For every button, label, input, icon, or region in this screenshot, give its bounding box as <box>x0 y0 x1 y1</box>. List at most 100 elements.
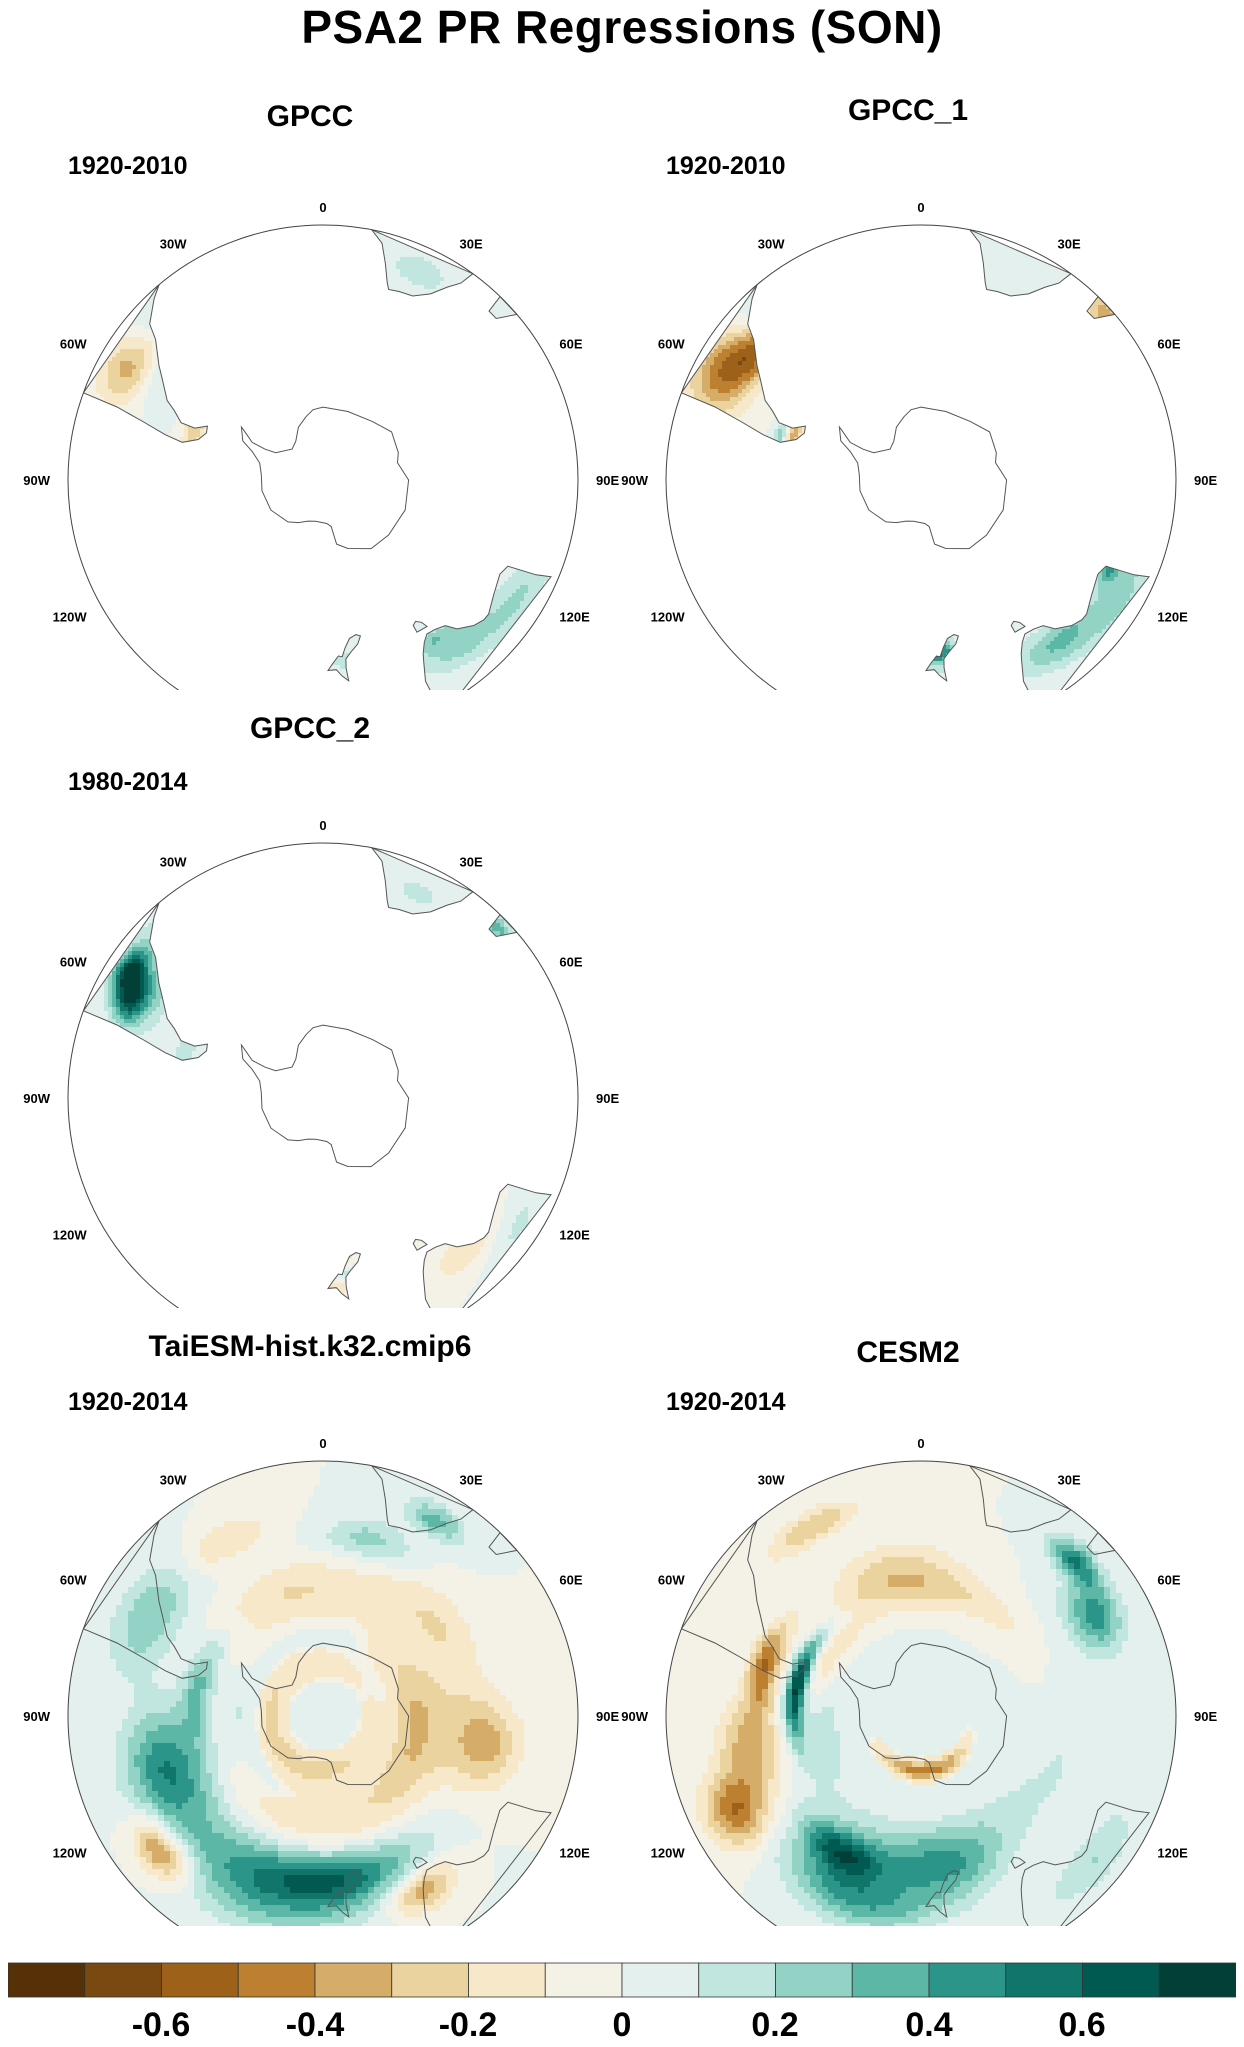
longitude-label: 60W <box>60 955 87 970</box>
colorbar-swatch <box>8 1962 86 1998</box>
longitude-label: 30W <box>160 237 187 252</box>
polar-map: 030E60E90E120E150E180150W120W90W60W30W <box>621 1436 1217 1926</box>
coastline-nz <box>326 634 362 683</box>
longitude-label: 30E <box>460 1473 483 1488</box>
longitude-label: 30E <box>460 855 483 870</box>
panel-title: TaiESM-hist.k32.cmip6 <box>0 1330 620 1364</box>
map-boundary <box>665 224 1177 690</box>
longitude-label: 120E <box>559 1228 590 1243</box>
coastline-aus <box>422 1183 552 1308</box>
map-boundary <box>67 224 579 690</box>
map-panel-gpcc-2: GPCC_2 1980-2014 030E60E90E120E150E18015… <box>0 688 620 1308</box>
coastline-tas <box>1010 620 1026 633</box>
panel-period: 1920-2014 <box>68 1388 188 1417</box>
colorbar-tick-label: 0.2 <box>715 2006 835 2045</box>
longitude-label: 30W <box>160 1473 187 1488</box>
coastlines <box>82 228 552 690</box>
longitude-label: 90W <box>23 473 50 488</box>
coastline-aus <box>1020 565 1150 690</box>
map-panel-gpcc: GPCC 1920-2010 030E60E90E120E150E180150W… <box>0 70 620 690</box>
longitude-label: 120E <box>559 1846 590 1861</box>
coastline-nz <box>326 1252 362 1301</box>
colorbar-swatch <box>544 1962 623 1998</box>
coastline-ant <box>838 406 1008 550</box>
panel-title: GPCC_1 <box>598 94 1218 128</box>
map-panel-taiesm: TaiESM-hist.k32.cmip6 1920-2014 0 30E 60E 9… <box>0 1306 620 1926</box>
colorbar-swatch <box>1005 1962 1083 1998</box>
longitude-label: 120W <box>651 610 686 625</box>
longitude-label: 90E <box>596 1709 619 1724</box>
precip-field <box>666 1461 1176 1926</box>
longitude-label: 60E <box>559 337 582 352</box>
longitude-label: 30W <box>758 237 785 252</box>
colorbar-swatch <box>1082 1962 1160 1998</box>
longitude-label: 120W <box>53 610 88 625</box>
panel-period: 1920-2014 <box>666 1388 786 1417</box>
colorbar-swatch <box>468 1962 546 1998</box>
longitude-label: 0 <box>917 200 924 215</box>
polar-map: 030E60E90E120E150E180150W120W90W60W30W <box>621 200 1217 690</box>
coastline-sam <box>82 1520 208 1679</box>
longitude-label: 60E <box>1157 337 1180 352</box>
map-boundary <box>665 1460 1177 1926</box>
map-panel-gpcc-1: GPCC_1 1920-2010 030E60E90E120E150E18015… <box>598 70 1218 690</box>
colorbar-tick-label: -0.6 <box>101 2006 221 2045</box>
coastline-sam <box>82 284 208 443</box>
longitude-label: 90E <box>1194 1709 1217 1724</box>
longitude-label: 90E <box>596 1091 619 1106</box>
longitude-label: 120W <box>53 1228 88 1243</box>
colorbar-tick-label: -0.4 <box>255 2006 375 2045</box>
coastline-africa <box>370 1464 474 1533</box>
longitude-label: 0 <box>917 1436 924 1451</box>
longitude-label: 60W <box>60 1573 87 1588</box>
colorbar-tick-label: 0 <box>562 2006 682 2045</box>
colorbar-swatch <box>775 1962 853 1998</box>
longitude-label: 30W <box>758 1473 785 1488</box>
colorbar-swatch <box>698 1962 776 1998</box>
longitude-label: 60E <box>559 1573 582 1588</box>
longitude-label: 120W <box>651 1846 686 1861</box>
coastline-ant <box>240 1024 410 1168</box>
longitude-label: 120E <box>1157 1846 1188 1861</box>
colorbar: -0.6 -0.4 -0.2 0 0.2 0.4 0.6 <box>8 1962 1236 2045</box>
longitude-label: 0 <box>319 1436 326 1451</box>
coastline-ant <box>240 1642 410 1786</box>
coastline-aus <box>422 1801 552 1926</box>
longitude-label: 90W <box>621 473 648 488</box>
longitude-label: 0 <box>319 200 326 215</box>
coastline-tas <box>412 1238 428 1251</box>
coastline-ant <box>838 1642 1008 1786</box>
coastline-nz <box>326 1870 362 1919</box>
longitude-label: 30E <box>1058 237 1081 252</box>
coastline-aus <box>422 565 552 690</box>
colorbar-swatch <box>851 1962 930 1998</box>
coastline-africa <box>370 228 474 297</box>
map-background <box>68 843 578 1308</box>
longitude-label: 60E <box>1157 1573 1180 1588</box>
map-panel-cesm2: CESM2 1920-2014 030E60E90E120E150E180150… <box>598 1306 1218 1926</box>
longitude-label: 120E <box>559 610 590 625</box>
map-boundary <box>67 1460 579 1926</box>
map-background <box>68 225 578 690</box>
figure-title: PSA2 PR Regressions (SON) <box>0 0 1244 54</box>
panel-period: 1920-2010 <box>666 152 786 181</box>
map-background <box>666 225 1176 690</box>
coastline-africa <box>370 846 474 915</box>
longitude-label: 90E <box>1194 473 1217 488</box>
panel-period: 1980-2014 <box>68 768 188 797</box>
longitude-label: 120E <box>1157 610 1188 625</box>
coastline-sam <box>82 902 208 1061</box>
longitude-label: 30E <box>460 237 483 252</box>
precip-field <box>68 1461 578 1926</box>
longitude-label: 90W <box>23 1709 50 1724</box>
colorbar-swatch <box>314 1962 393 1998</box>
longitude-label: 90W <box>23 1091 50 1106</box>
coastline-nz <box>924 1870 960 1919</box>
coastline-sam <box>680 1520 806 1679</box>
longitude-label: 60W <box>658 337 685 352</box>
panel-title: GPCC <box>0 100 620 134</box>
longitude-label: 60W <box>60 337 87 352</box>
coastlines <box>82 846 552 1308</box>
colorbar-tick-label: 0.6 <box>1022 2006 1142 2045</box>
coastline-nz <box>924 634 960 683</box>
